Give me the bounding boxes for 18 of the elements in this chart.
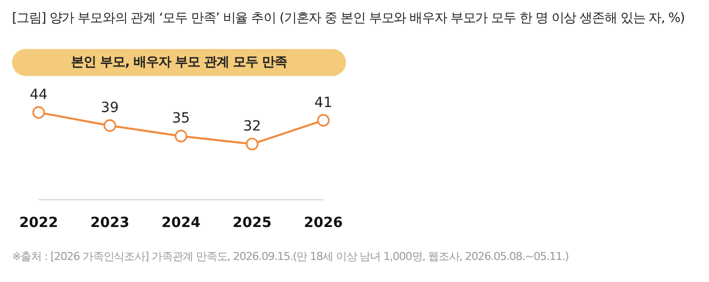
chart-title: [그림] 양가 부모와의 관계 ‘모두 만족’ 비율 추이 (기혼자 중 본인 부모와 배우자 부모가 모두 한 명 이상 생존해 있는 자, %) <box>12 10 684 27</box>
x-tick-label: 2026 <box>304 215 343 232</box>
text: ※출처 : [2026 가족인식조사] 가족관계 만족도, 2026.09.15.(만 18세 이상 남녀 1,000명, 웹조사, 2026.05.08.~05.11.) <box>12 249 569 264</box>
data-label: 39 <box>100 100 119 116</box>
data-label: 44 <box>30 87 48 104</box>
point <box>174 130 188 142</box>
point <box>104 119 116 132</box>
x-tick-label: 2024 <box>162 215 201 232</box>
text: 본인 부모, 배우자 부모 관계 모두 만족 <box>12 49 346 76</box>
x-tick-label: 2023 <box>90 215 130 232</box>
data-label: 32 <box>243 118 262 135</box>
data-label: 35 <box>172 110 190 127</box>
point <box>317 114 330 127</box>
point <box>246 138 258 150</box>
x-tick-label: 2022 <box>19 215 58 232</box>
point <box>32 106 45 119</box>
data-label: 41 <box>314 94 332 111</box>
x-tick-label: 2025 <box>232 215 272 232</box>
